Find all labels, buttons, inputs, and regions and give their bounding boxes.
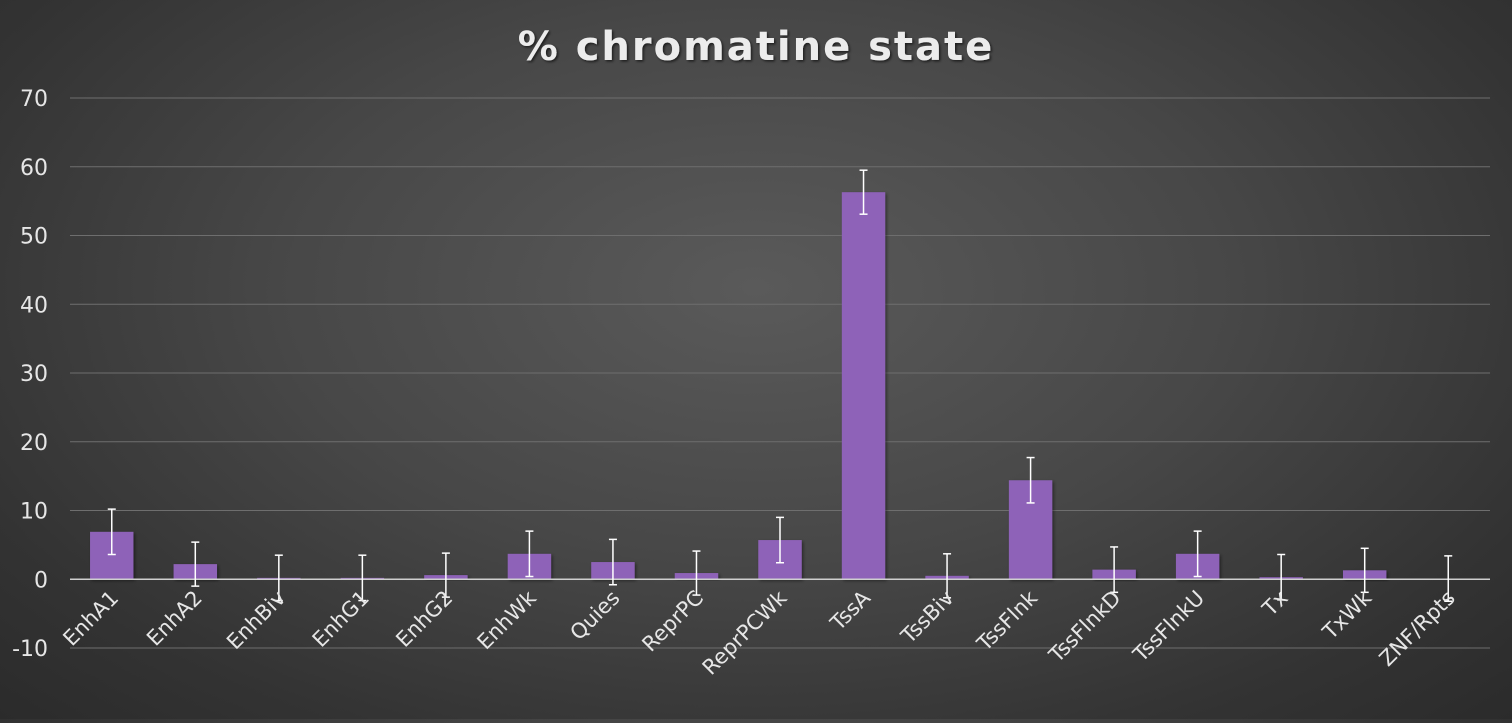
y-tick-label: -10 — [12, 637, 48, 662]
y-tick-label: 20 — [20, 431, 48, 456]
x-tick-label: EnhG1 — [308, 586, 374, 652]
chart-title: % chromatine state — [518, 24, 995, 70]
y-tick-label: 50 — [20, 225, 48, 250]
x-tick-label: EnhA1 — [59, 586, 124, 651]
y-axis-tick-labels: -10 0 10 20 30 40 50 60 70 — [12, 87, 48, 662]
x-tick-label: EnhA2 — [142, 586, 207, 651]
y-tick-label: 40 — [20, 293, 48, 318]
x-tick-label: TssFlnkU — [1128, 586, 1209, 667]
gridlines — [70, 97, 1490, 649]
x-tick-label: TssBiv — [896, 586, 959, 649]
y-tick-label: 10 — [20, 500, 48, 525]
y-tick-label: 30 — [20, 362, 48, 387]
x-tick-label: ZNF/Rpts — [1375, 586, 1460, 671]
y-tick-label: 0 — [34, 568, 48, 593]
x-tick-label: TssFlnk — [972, 585, 1043, 656]
x-axis-tick-labels: EnhA1 EnhA2 EnhBiv EnhG1 EnhG2 EnhWk Quies Repr… — [59, 585, 1460, 679]
x-tick-label: TssFlnkD — [1044, 586, 1126, 668]
y-tick-label: 60 — [20, 156, 48, 181]
error-bars — [107, 169, 1453, 602]
bar — [841, 192, 886, 580]
x-tick-label: EnhWk — [472, 585, 541, 654]
x-tick-label: TssA — [825, 585, 875, 635]
x-tick-label: ReprPCWk — [698, 585, 792, 679]
x-tick-label: Tx — [1257, 586, 1293, 622]
x-tick-label: EnhBiv — [222, 586, 290, 654]
x-tick-label: ReprPC — [637, 586, 708, 657]
x-tick-label: EnhG2 — [391, 586, 457, 652]
x-tick-label: TxWk — [1317, 585, 1376, 644]
x-tick-label: Quies — [565, 586, 624, 645]
y-tick-label: 70 — [20, 87, 48, 112]
